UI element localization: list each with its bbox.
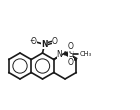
Text: CH₃: CH₃	[79, 51, 91, 58]
Text: O: O	[52, 37, 58, 46]
Text: N: N	[41, 40, 48, 49]
Text: O: O	[68, 58, 74, 67]
Text: S: S	[68, 50, 73, 59]
Text: −: −	[30, 37, 35, 42]
Text: H: H	[63, 51, 68, 58]
Text: O: O	[68, 42, 74, 51]
Text: N: N	[57, 50, 62, 59]
Text: O: O	[31, 37, 37, 46]
